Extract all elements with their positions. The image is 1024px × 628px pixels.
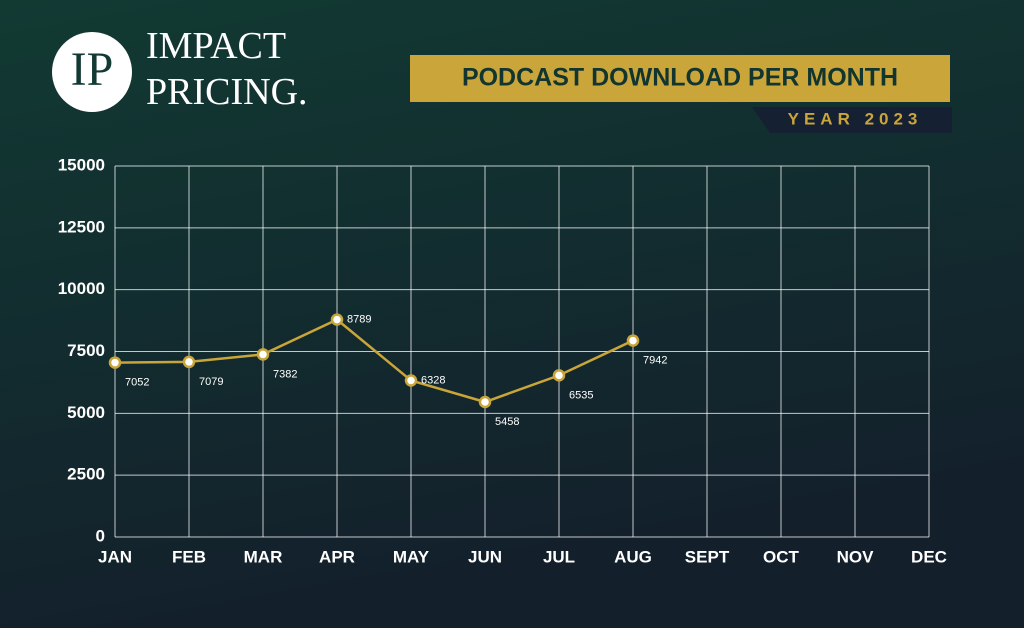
y-tick-label: 10000 xyxy=(58,279,105,298)
x-tick-label: JAN xyxy=(98,547,132,566)
x-tick-label: FEB xyxy=(172,547,206,566)
data-point xyxy=(404,374,418,387)
y-tick-label: 15000 xyxy=(58,155,105,174)
x-tick-label: JUN xyxy=(468,547,502,566)
data-label: 7382 xyxy=(273,368,297,380)
brand-line: IMPACT xyxy=(146,25,286,67)
x-tick-label: DEC xyxy=(911,547,947,566)
data-label: 7942 xyxy=(643,354,667,366)
logo-mark: IP xyxy=(71,43,114,96)
logo-circle xyxy=(52,32,132,112)
chart-title: PODCAST DOWNLOAD PER MONTH xyxy=(462,64,898,92)
data-point xyxy=(182,355,196,369)
x-tick-label: APR xyxy=(319,547,355,566)
x-tick-label: JUL xyxy=(543,547,575,566)
brand-line: PRICING. xyxy=(146,71,308,113)
y-tick-label: 5000 xyxy=(67,403,105,422)
y-tick-label: 12500 xyxy=(58,217,105,236)
data-point xyxy=(552,369,566,382)
x-tick-label: SEPT xyxy=(685,547,730,566)
data-label: 8789 xyxy=(347,314,371,326)
y-tick-label: 0 xyxy=(96,526,105,545)
data-label: 7052 xyxy=(125,376,149,388)
data-label: 7079 xyxy=(199,376,223,388)
data-point xyxy=(626,334,640,347)
x-tick-label: MAY xyxy=(393,547,430,566)
title-box xyxy=(410,55,950,102)
y-tick-label: 7500 xyxy=(67,341,105,360)
x-tick-label: MAR xyxy=(244,547,283,566)
chart-subtitle: YEAR 2023 xyxy=(788,109,923,128)
data-line xyxy=(114,318,634,404)
data-point xyxy=(256,348,270,361)
x-tick-label: AUG xyxy=(614,547,652,566)
data-point xyxy=(478,395,492,409)
data-point xyxy=(330,313,344,326)
data-label: 6535 xyxy=(569,389,593,401)
data-label: 5458 xyxy=(495,416,519,428)
subtitle-box xyxy=(752,107,952,133)
y-tick-label: 2500 xyxy=(67,465,105,484)
data-point xyxy=(108,356,122,369)
x-tick-label: NOV xyxy=(837,547,875,566)
x-tick-label: OCT xyxy=(763,547,800,566)
data-label: 6328 xyxy=(421,374,445,386)
